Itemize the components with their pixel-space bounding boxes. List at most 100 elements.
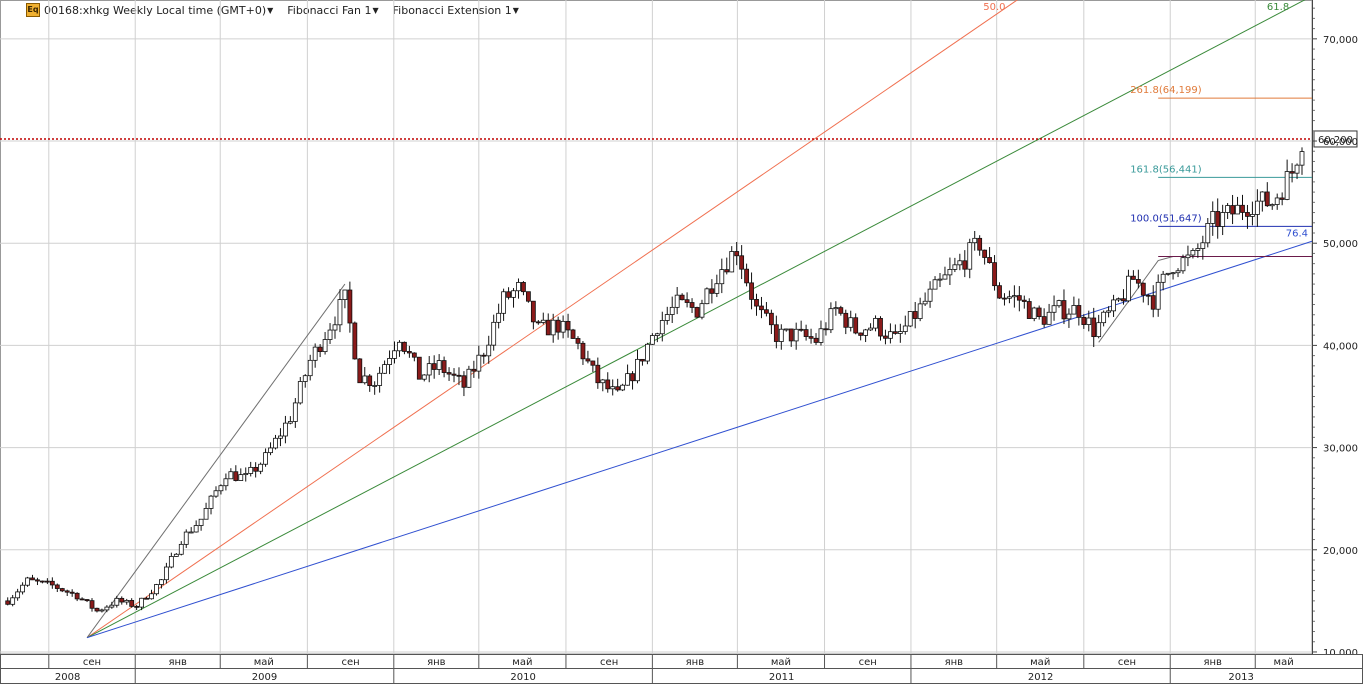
candle-up: [287, 421, 293, 424]
candle-down: [59, 588, 65, 592]
candle-down: [684, 299, 690, 303]
candle-down: [1145, 294, 1151, 297]
candle-up: [1066, 313, 1072, 320]
fan-line: [86, 0, 1306, 639]
candle-up: [729, 251, 735, 273]
candle-up: [1170, 272, 1176, 275]
extension-level-label: 161.8(56,441): [1130, 164, 1202, 175]
candle-down: [1240, 204, 1245, 213]
candle-up: [922, 300, 928, 305]
candle-up: [1235, 204, 1240, 215]
candle-up: [198, 518, 204, 526]
candle-up: [421, 374, 427, 380]
month-label: май: [771, 657, 791, 668]
candle-up: [1126, 275, 1131, 302]
candle-down: [773, 324, 779, 342]
fan-trend-line: [86, 283, 346, 638]
candle-up: [258, 463, 264, 472]
candle-down: [1215, 211, 1221, 227]
candle-up: [873, 317, 878, 329]
month-label: янв: [169, 657, 188, 668]
candle-up: [902, 325, 908, 332]
fibonacci-fan[interactable]: 50.0 61.8 76.4: [86, 0, 1313, 639]
candle-up: [173, 553, 179, 557]
candle-up: [610, 386, 616, 390]
candle-up: [719, 269, 725, 285]
y-tick-label: 10,000: [1323, 648, 1358, 659]
candle-up: [1096, 322, 1102, 338]
candle-up: [188, 531, 194, 534]
symbol-menu[interactable]: 00168:xhkg Weekly Local time (GMT+0) ▼: [44, 4, 283, 17]
candle-up: [625, 373, 630, 386]
candle-up: [168, 556, 174, 568]
year-band: [0, 668, 1363, 684]
candle-down: [754, 299, 759, 307]
fibonacci-extension[interactable]: 261.8(64,199) 161.8(56,441) 100.0(51,647): [1098, 85, 1312, 343]
last-price-label: 60,200: [1318, 135, 1353, 146]
month-label: сен: [859, 657, 877, 668]
candle-down: [49, 580, 55, 586]
symbol-label: 00168:xhkg Weekly Local time (GMT+0): [44, 3, 267, 17]
candle-up: [888, 331, 893, 339]
candle-up: [1269, 204, 1275, 207]
candle-up: [828, 308, 834, 331]
candle-up: [327, 329, 333, 340]
candle-up: [1210, 211, 1216, 224]
candle-up: [213, 490, 219, 497]
candle-down: [749, 282, 754, 300]
month-label: янв: [427, 657, 446, 668]
candle-up: [1007, 296, 1012, 299]
candle-down: [357, 358, 363, 384]
candle-up: [1180, 257, 1186, 272]
candle-up: [322, 339, 328, 353]
month-label: янв: [945, 657, 964, 668]
month-label: сен: [83, 657, 101, 668]
candle-up: [292, 402, 298, 422]
fibonacci-extension-menu[interactable]: Fibonacci Extension 1 ▼: [393, 4, 529, 17]
candle-down: [94, 607, 100, 612]
candle-up: [952, 264, 958, 270]
candle-up: [1165, 272, 1171, 275]
month-label: сен: [600, 657, 618, 668]
candle-up: [778, 328, 784, 342]
candle-down: [74, 592, 80, 600]
candle-down: [506, 291, 511, 298]
candle-down: [402, 341, 407, 352]
candle-up: [1190, 250, 1196, 256]
candle-up: [15, 591, 21, 599]
candle-down: [1150, 295, 1156, 310]
candle-up: [1086, 317, 1092, 325]
candle-down: [977, 237, 983, 251]
candle-up: [312, 346, 318, 361]
candle-down: [858, 332, 864, 336]
candle-down: [694, 307, 700, 318]
candle-up: [957, 260, 963, 266]
plot-border: [0, 0, 1313, 655]
equity-icon[interactable]: Eq: [26, 3, 40, 17]
candle-up: [20, 584, 25, 593]
candle-down: [431, 363, 437, 370]
candle-down: [451, 373, 457, 376]
fibonacci-fan-menu[interactable]: Fibonacci Fan 1 ▼: [287, 4, 388, 17]
candle-down: [1135, 279, 1141, 284]
year-label: 2011: [769, 672, 794, 683]
candle-up: [635, 358, 640, 382]
candle-down: [535, 321, 541, 324]
extension-level-label: 261.8(64,199): [1130, 85, 1202, 96]
candle-down: [1026, 301, 1032, 319]
candle-up: [99, 609, 105, 612]
candle-down: [570, 329, 576, 339]
candle-up: [273, 437, 278, 449]
candle-down: [853, 317, 859, 334]
candle-up: [917, 303, 923, 319]
candle-down: [555, 319, 561, 333]
candles: [5, 147, 1305, 613]
year-label: 2009: [252, 672, 277, 683]
y-tick-label: 50,000: [1323, 239, 1358, 250]
candle-up: [1011, 295, 1017, 298]
candle-down: [461, 375, 467, 388]
candle-up: [154, 584, 159, 595]
candle-up: [645, 343, 650, 362]
candle-up: [669, 306, 675, 315]
